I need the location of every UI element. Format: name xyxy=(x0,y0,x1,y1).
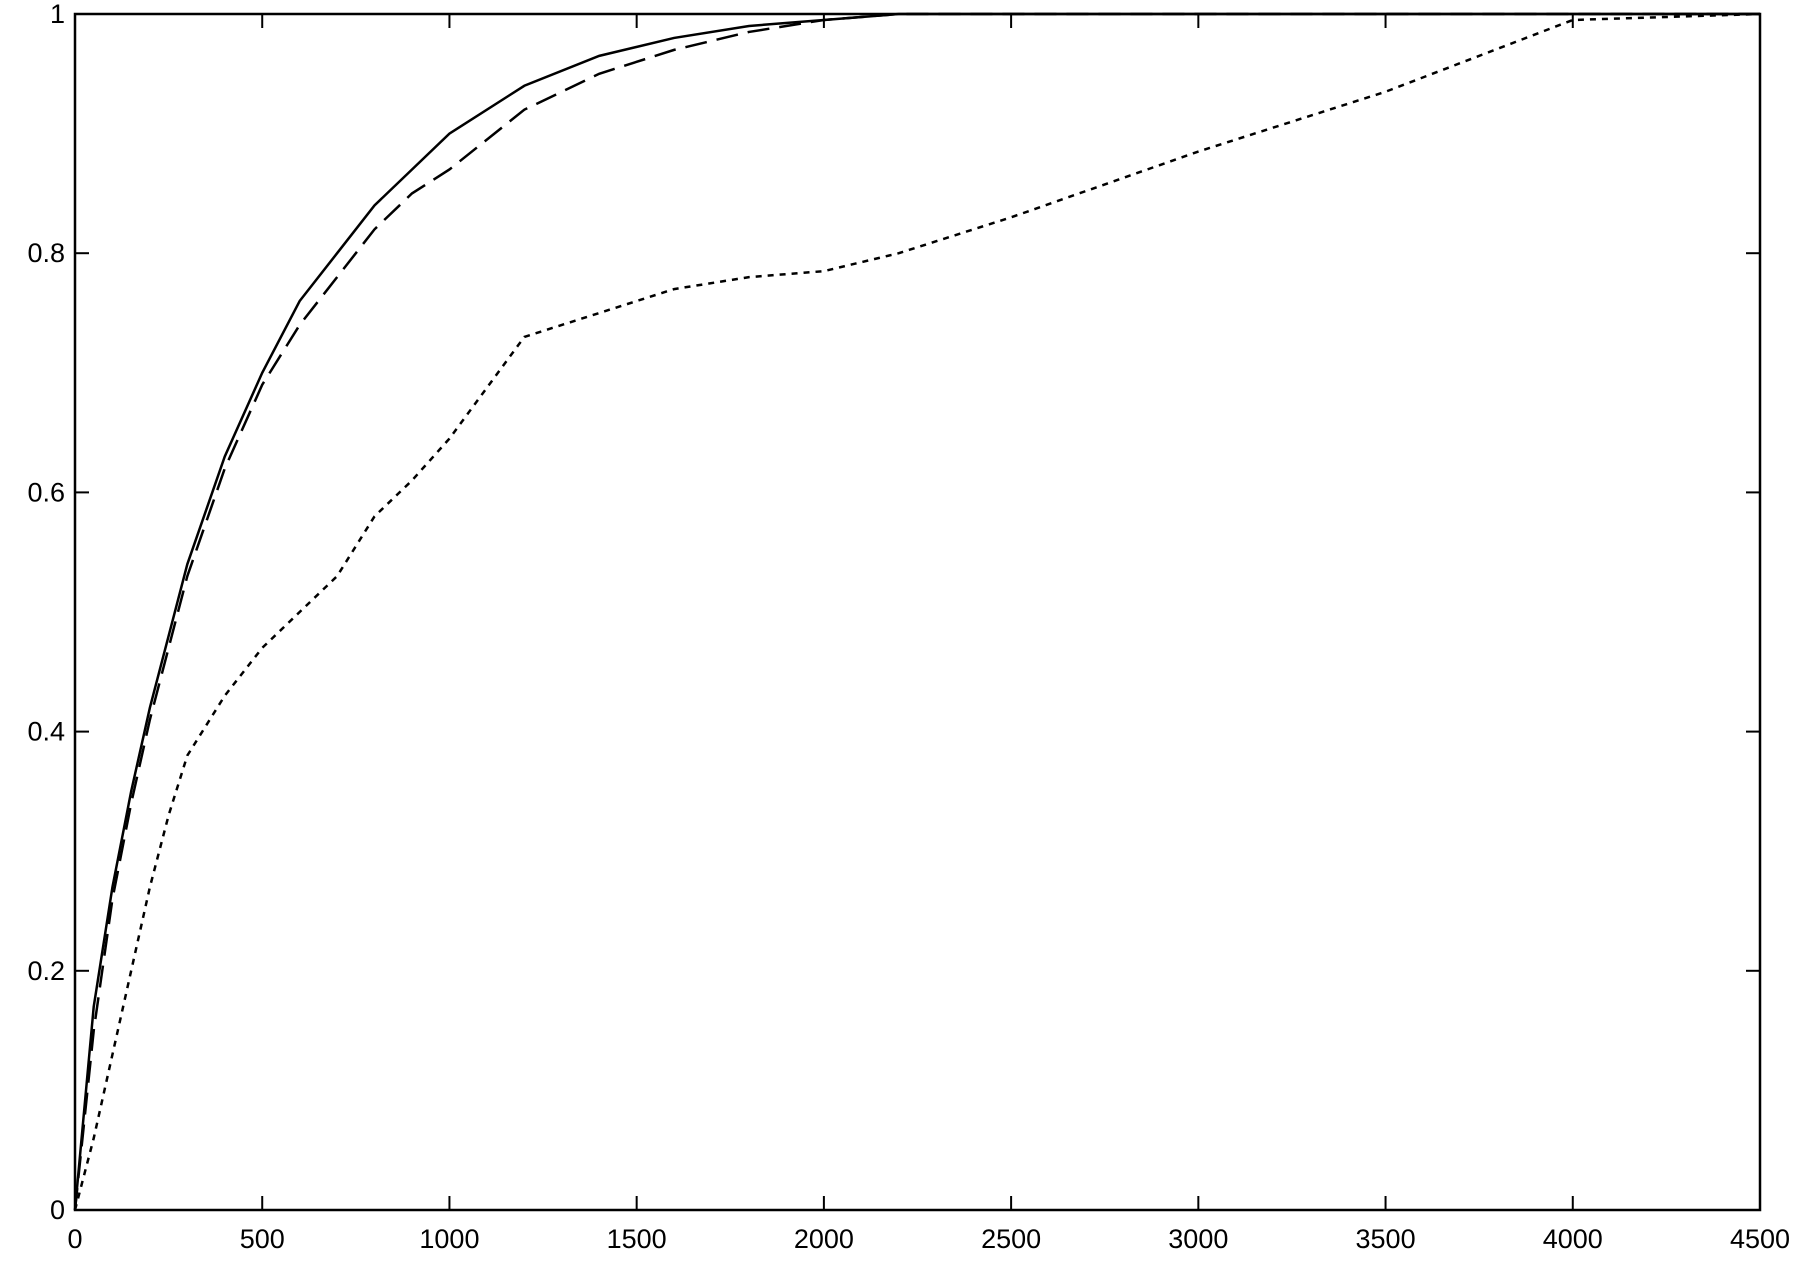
x-tick-label: 0 xyxy=(67,1224,82,1254)
series-line xyxy=(73,12,1761,1211)
y-tick-label: 0.8 xyxy=(27,238,65,268)
x-tick-label: 2500 xyxy=(981,1224,1041,1254)
series-line xyxy=(73,12,1760,1211)
y-tick-label: 1 xyxy=(50,0,65,29)
x-tick-label: 4500 xyxy=(1730,1224,1790,1254)
plot-frame xyxy=(73,12,1762,1212)
x-tick-label: 2000 xyxy=(794,1224,854,1254)
x-tick-label: 3500 xyxy=(1356,1224,1416,1254)
x-tick-label: 1500 xyxy=(607,1224,667,1254)
y-tick-label: 0.4 xyxy=(27,717,65,747)
x-tick-label: 500 xyxy=(240,1224,285,1254)
x-tick-label: 3000 xyxy=(1168,1224,1228,1254)
y-tick-label: 0.6 xyxy=(27,477,65,507)
y-tick-label: 0.2 xyxy=(27,956,65,986)
y-tick-label: 0 xyxy=(50,1195,65,1225)
x-tick-label: 4000 xyxy=(1543,1224,1603,1254)
x-tick-label: 1000 xyxy=(419,1224,479,1254)
series-line xyxy=(73,12,1760,1211)
